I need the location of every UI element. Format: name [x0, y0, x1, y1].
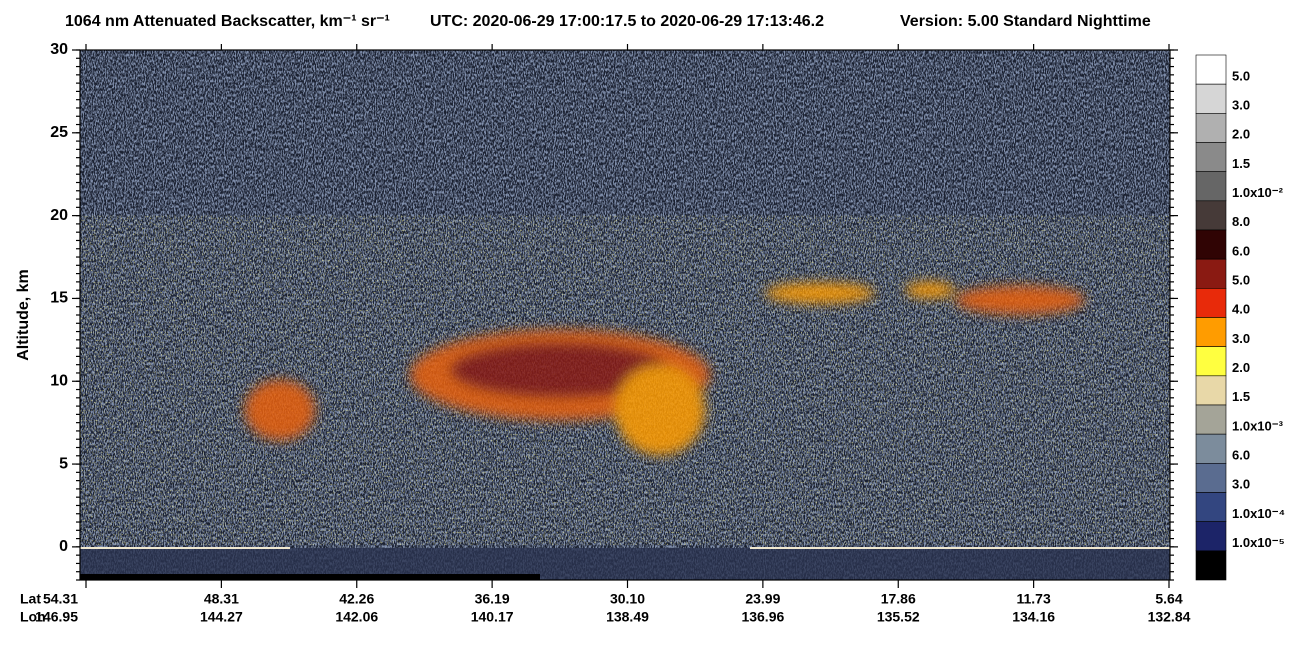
colorbar-label: 5.0: [1232, 272, 1250, 287]
colorbar-label: 5.0: [1232, 68, 1250, 83]
colorbar-swatch: [1195, 83, 1227, 114]
colorbar-swatch: [1195, 54, 1227, 85]
subsurface-dark: [80, 574, 540, 580]
colorbar-swatch: [1195, 142, 1227, 172]
colorbar-swatch: [1195, 521, 1227, 552]
lat-tick-label: 48.31: [204, 591, 239, 607]
colorbar-swatch: [1195, 171, 1227, 202]
colorbar-swatch: [1195, 346, 1227, 377]
colorbar-label: 1.5: [1232, 156, 1250, 171]
colorbar-swatch: [1195, 404, 1227, 435]
colorbar-label: 3.0: [1232, 477, 1250, 492]
y-tick-label: 25: [50, 124, 68, 141]
colorbar-label: 1.0x10⁻⁵: [1232, 535, 1285, 550]
colorbar-label: 3.0: [1232, 97, 1250, 112]
colorbar-swatch: [1195, 317, 1227, 347]
lat-tick-label: 54.31: [43, 591, 78, 607]
colorbar-label: 3.0: [1232, 331, 1250, 346]
colorbar-label: 2.0: [1232, 127, 1250, 142]
version: Version: 5.00 Standard Nighttime: [900, 13, 1151, 30]
lon-label: Lon: [20, 609, 46, 625]
y-axis-label: Altitude, km: [15, 269, 32, 361]
colorbar-label: 1.0x10⁻³: [1232, 418, 1284, 433]
colorbar-swatch: [1195, 492, 1227, 522]
colorbar-swatch: [1195, 113, 1227, 143]
lon-tick-label: 132.84: [1148, 609, 1191, 625]
y-tick-label: 5: [59, 455, 68, 472]
y-tick-label: 0: [59, 538, 68, 555]
curtain: [80, 50, 1170, 580]
time-range: UTC: 2020-06-29 17:00:17.5 to 2020-06-29…: [430, 13, 824, 30]
colorbar-label: 6.0: [1232, 243, 1250, 258]
lat-tick-label: 11.73: [1016, 591, 1050, 607]
colorbar-label: 1.0x10⁻²: [1232, 185, 1284, 200]
title-row: 1064 nm Attenuated Backscatter, km⁻¹ sr⁻…: [65, 13, 1151, 30]
lat-label: Lat: [20, 591, 41, 607]
lon-tick-label: 138.49: [606, 609, 649, 625]
lat-tick-label: 36.19: [475, 591, 510, 607]
lon-tick-label: 144.27: [200, 609, 243, 625]
y-tick-label: 20: [50, 207, 68, 224]
colorbar-label: 1.0x10⁻⁴: [1232, 506, 1285, 521]
colorbar-swatch: [1195, 229, 1227, 260]
colorbar-swatch: [1195, 288, 1227, 318]
colorbar-swatch: [1195, 433, 1227, 464]
y-tick-label: 15: [50, 290, 68, 307]
y-tick-label: 10: [50, 372, 68, 389]
colorbar-swatch: [1195, 375, 1227, 406]
lat-tick-label: 5.64: [1155, 591, 1182, 607]
lon-tick-label: 140.17: [471, 609, 514, 625]
lat-tick-label: 30.10: [610, 591, 645, 607]
lon-tick-label: 134.16: [1012, 609, 1055, 625]
lat-tick-label: 17.86: [881, 591, 916, 607]
cloud-features: [245, 282, 1085, 455]
colorbar-label: 1.5: [1232, 389, 1250, 404]
colorbar-label: 6.0: [1232, 447, 1250, 462]
lon-tick-label: 136.96: [741, 609, 784, 625]
lon-tick-label: 146.95: [35, 609, 78, 625]
colorbar-label: 2.0: [1232, 360, 1250, 375]
colorbar-swatch: [1195, 463, 1227, 493]
colorbar-swatch: [1195, 550, 1227, 581]
lon-tick-label: 142.06: [335, 609, 378, 625]
colorbar-swatch: [1195, 258, 1227, 289]
colorbar-swatch: [1195, 200, 1227, 231]
lat-tick-label: 42.26: [339, 591, 374, 607]
chart-title: 1064 nm Attenuated Backscatter, km⁻¹ sr⁻…: [65, 13, 390, 30]
colorbar-label: 8.0: [1232, 214, 1250, 229]
lon-tick-label: 135.52: [877, 609, 920, 625]
colorbar-label: 4.0: [1232, 302, 1250, 317]
y-tick-label: 30: [50, 41, 68, 58]
lat-tick-label: 23.99: [745, 591, 780, 607]
